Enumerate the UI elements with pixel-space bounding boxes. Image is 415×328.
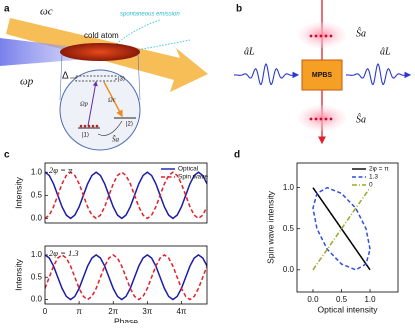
y-tick-label: 0.5 — [31, 272, 43, 281]
y-axis-label: Spin wave intensity — [265, 190, 275, 264]
level-1-label: |1⟩ — [82, 132, 89, 139]
y-tick-label: 0.0 — [283, 265, 295, 274]
y-tick-label: 0.0 — [31, 295, 43, 304]
plot-frame — [44, 245, 208, 305]
x-tick-label: 0.5 — [336, 295, 348, 304]
y-tick-label: 1.0 — [31, 250, 43, 259]
zoom-line — [59, 53, 63, 101]
series-line — [45, 253, 207, 301]
panel-b: b Ŝa âL MPBS âL Ŝa — [234, 0, 412, 145]
spin-wave-arc — [97, 120, 123, 136]
annotation: 2φ = π — [49, 165, 73, 175]
inset-circle — [59, 69, 141, 151]
y-tick-label: 1.0 — [283, 183, 295, 192]
spin-wave-top: Ŝa — [356, 27, 366, 39]
series-line — [45, 171, 207, 220]
field-right: âL — [380, 46, 391, 57]
omega-p-inset: Ωp — [80, 100, 89, 107]
y-axis-label: Intensity — [13, 176, 23, 208]
ensemble-dots — [309, 34, 333, 121]
cold-atom-cloud — [60, 43, 140, 61]
x-axis-label: Phase — [114, 316, 138, 323]
y-tick-label: 0.5 — [31, 190, 43, 199]
x-axis-label: Optical intensity — [318, 304, 379, 314]
series-line — [45, 171, 207, 220]
omega-c: ωc — [40, 6, 53, 18]
y-axis-label: Intensity — [13, 258, 23, 290]
legend-label: 0 — [369, 182, 373, 189]
x-tick-label: π — [76, 307, 82, 316]
series-line — [312, 187, 371, 271]
y-tick-label: 1.0 — [31, 167, 43, 176]
omega-p: ωp — [20, 76, 34, 88]
x-tick-label: 1.0 — [364, 295, 376, 304]
level-3 — [75, 75, 117, 82]
spin-wave-bottom: Ŝa — [356, 113, 366, 125]
legend-label: 1.3 — [369, 174, 378, 181]
panel-label: a — [4, 4, 10, 15]
level-2-label: |2⟩ — [126, 121, 133, 128]
probe-transition — [87, 81, 98, 127]
x-tick-label: 3π — [142, 307, 152, 316]
omega-c-inset: Ωc — [108, 96, 116, 103]
x-tick-label: 0 — [43, 307, 48, 316]
series-line — [312, 186, 371, 271]
field-left: âL — [244, 46, 255, 57]
mpbs-label: MPBS — [312, 72, 333, 79]
plot-frame — [44, 162, 208, 224]
chart: 0.0 0.5 1.0 0 π 2π 3π 4π 2φ = 1.3 Intensity Phase — [13, 245, 208, 326]
zoom-line — [137, 53, 141, 101]
coupling-transition — [103, 81, 123, 118]
plot-frame — [296, 162, 399, 293]
ensemble-bottom — [298, 105, 346, 131]
legend-label: Optical — [178, 166, 199, 173]
x-tick-label: 0.0 — [307, 295, 319, 304]
wave-packet-left — [234, 63, 300, 85]
chart: 0.0 0.5 1.0 0.0 0.5 1.0 d Spin wave intensity Op… — [234, 150, 399, 314]
panel-label: b — [236, 4, 242, 15]
level-3-label: |3⟩ — [118, 76, 125, 83]
delta-label: Δ — [62, 71, 69, 82]
panel-a: a ωc cold atom spontaneous emission ωp Δ… — [0, 4, 208, 151]
spin-wave-label: Ŝa — [112, 136, 120, 144]
cold-atom-label: cold atom — [84, 31, 119, 40]
panel-label: c — [4, 150, 10, 161]
y-tick-label: 0.5 — [283, 224, 295, 233]
x-tick-label: 2π — [108, 307, 118, 316]
series-line — [45, 253, 207, 301]
y-tick-label: 0.0 — [31, 213, 43, 222]
wave-packet-right — [346, 63, 412, 85]
spontaneous-emission-label: spontaneous emission — [120, 12, 180, 18]
ensemble-top — [298, 22, 346, 48]
panel-label: d — [234, 150, 240, 161]
mpbs-box — [301, 59, 343, 91]
legend-label: 2φ = π — [369, 166, 389, 173]
x-tick-label: 4π — [176, 307, 186, 316]
annotation: 2φ = 1.3 — [49, 248, 79, 258]
legend-label: Spin wave — [178, 174, 208, 181]
